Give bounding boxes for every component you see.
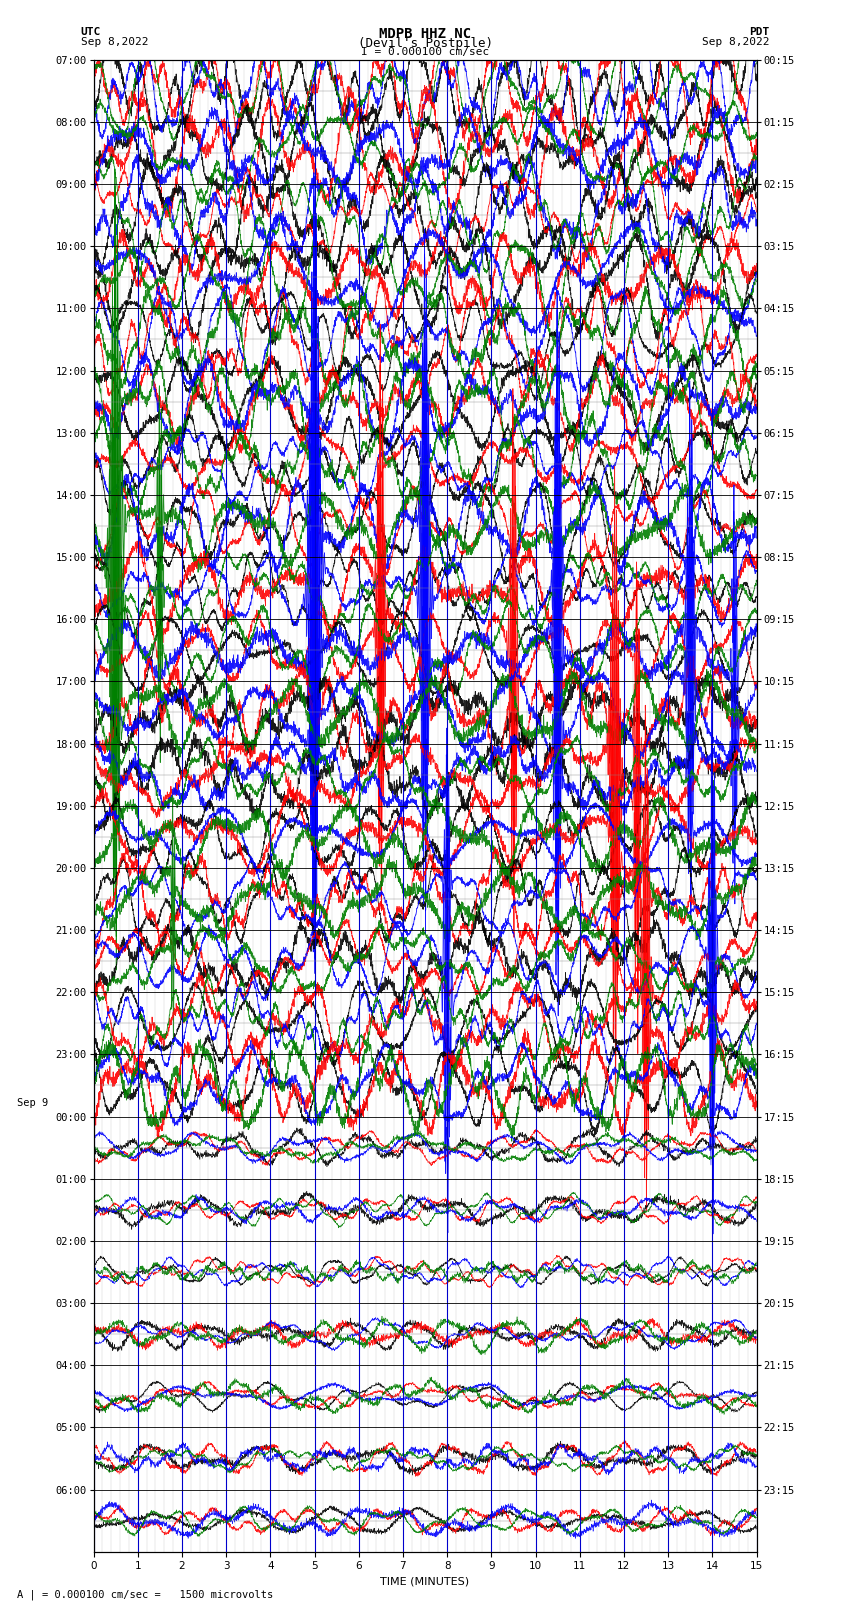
Text: Sep 8,2022: Sep 8,2022 bbox=[702, 37, 769, 47]
Text: PDT: PDT bbox=[749, 27, 769, 37]
Text: A | = 0.000100 cm/sec =   1500 microvolts: A | = 0.000100 cm/sec = 1500 microvolts bbox=[17, 1589, 273, 1600]
X-axis label: TIME (MINUTES): TIME (MINUTES) bbox=[381, 1578, 469, 1587]
Text: Sep 8,2022: Sep 8,2022 bbox=[81, 37, 148, 47]
Text: Sep 9: Sep 9 bbox=[17, 1098, 48, 1108]
Text: UTC: UTC bbox=[81, 27, 101, 37]
Text: (Devil's Postpile): (Devil's Postpile) bbox=[358, 37, 492, 50]
Text: MDPB HHZ NC: MDPB HHZ NC bbox=[379, 27, 471, 42]
Text: I = 0.000100 cm/sec: I = 0.000100 cm/sec bbox=[361, 47, 489, 56]
